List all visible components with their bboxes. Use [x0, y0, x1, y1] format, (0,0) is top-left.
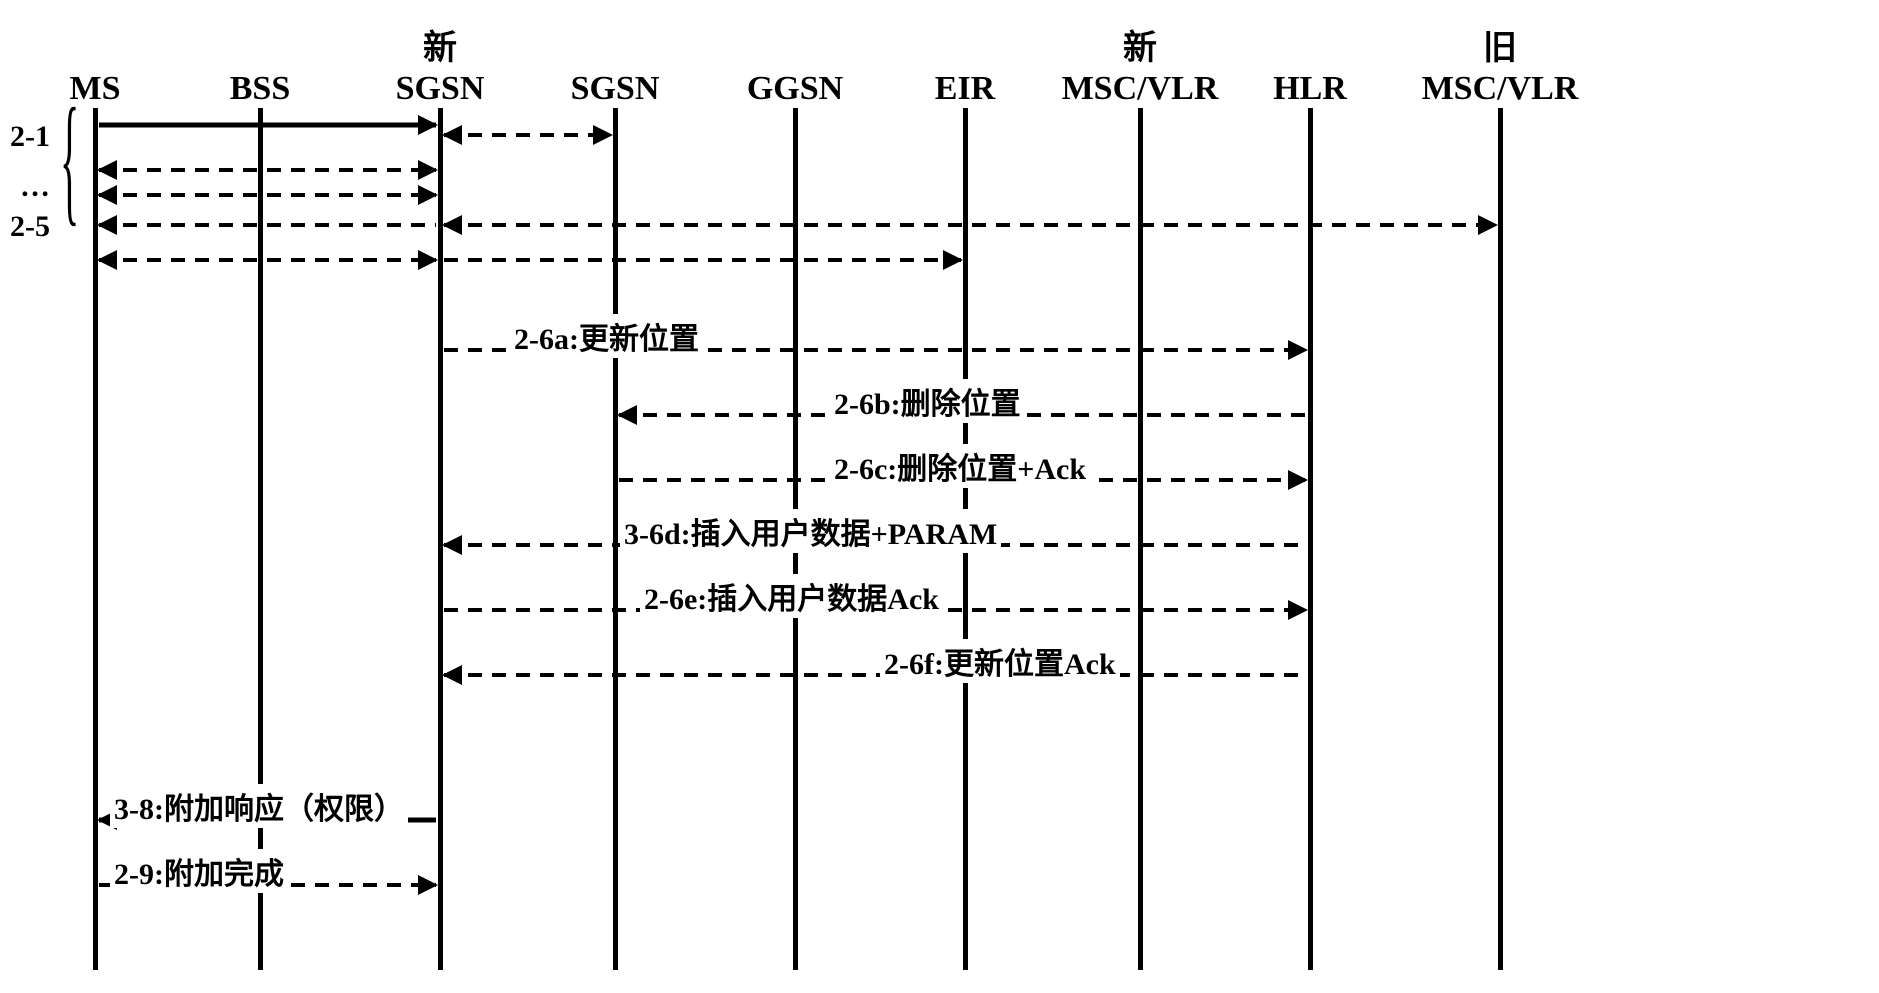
entity-prefix-mscvlr_old: 旧 — [1440, 20, 1560, 69]
brace-icon: { — [60, 88, 79, 232]
lifeline-ms — [93, 108, 98, 970]
message-label-14: 3-8:附加响应（权限） — [110, 784, 408, 828]
entity-label-sgsn_new: SGSN — [350, 70, 530, 108]
message-label-13: 2-6f:更新位置Ack — [880, 639, 1120, 683]
lifeline-sgsn_new — [438, 108, 443, 970]
message-label-10: 2-6c:删除位置+Ack — [830, 444, 1090, 488]
arrow-layer — [0, 0, 1879, 993]
lifeline-mscvlr_old — [1498, 108, 1503, 970]
entity-label-bss: BSS — [170, 70, 350, 108]
sequence-diagram: MSBSS新SGSNSGSNGGSNEIR新MSC/VLRHLR旧MSC/VLR… — [0, 0, 1879, 993]
entity-label-hlr: HLR — [1220, 70, 1400, 108]
lifeline-sgsn — [613, 108, 618, 970]
entity-prefix-mscvlr_new: 新 — [1080, 20, 1200, 69]
message-label-12: 2-6e:插入用户数据Ack — [640, 574, 943, 618]
lifeline-hlr — [1308, 108, 1313, 970]
entity-label-mscvlr_new: MSC/VLR — [1050, 70, 1230, 108]
lifeline-bss — [258, 108, 263, 970]
lifeline-mscvlr_new — [1138, 108, 1143, 970]
side-label-1: … — [20, 170, 50, 204]
message-label-9: 2-6b:删除位置 — [830, 379, 1025, 423]
entity-label-ms: MS — [5, 70, 185, 108]
entity-label-eir: EIR — [875, 70, 1055, 108]
entity-label-mscvlr_old: MSC/VLR — [1410, 70, 1590, 108]
message-label-11: 3-6d:插入用户数据+PARAM — [620, 509, 1001, 553]
entity-prefix-sgsn_new: 新 — [380, 20, 500, 69]
message-label-15: 2-9:附加完成 — [110, 849, 288, 893]
side-label-0: 2-1 — [10, 120, 50, 154]
entity-label-sgsn: SGSN — [525, 70, 705, 108]
message-label-8: 2-6a:更新位置 — [510, 314, 703, 358]
side-label-2: 2-5 — [10, 210, 50, 244]
entity-label-ggsn: GGSN — [705, 70, 885, 108]
